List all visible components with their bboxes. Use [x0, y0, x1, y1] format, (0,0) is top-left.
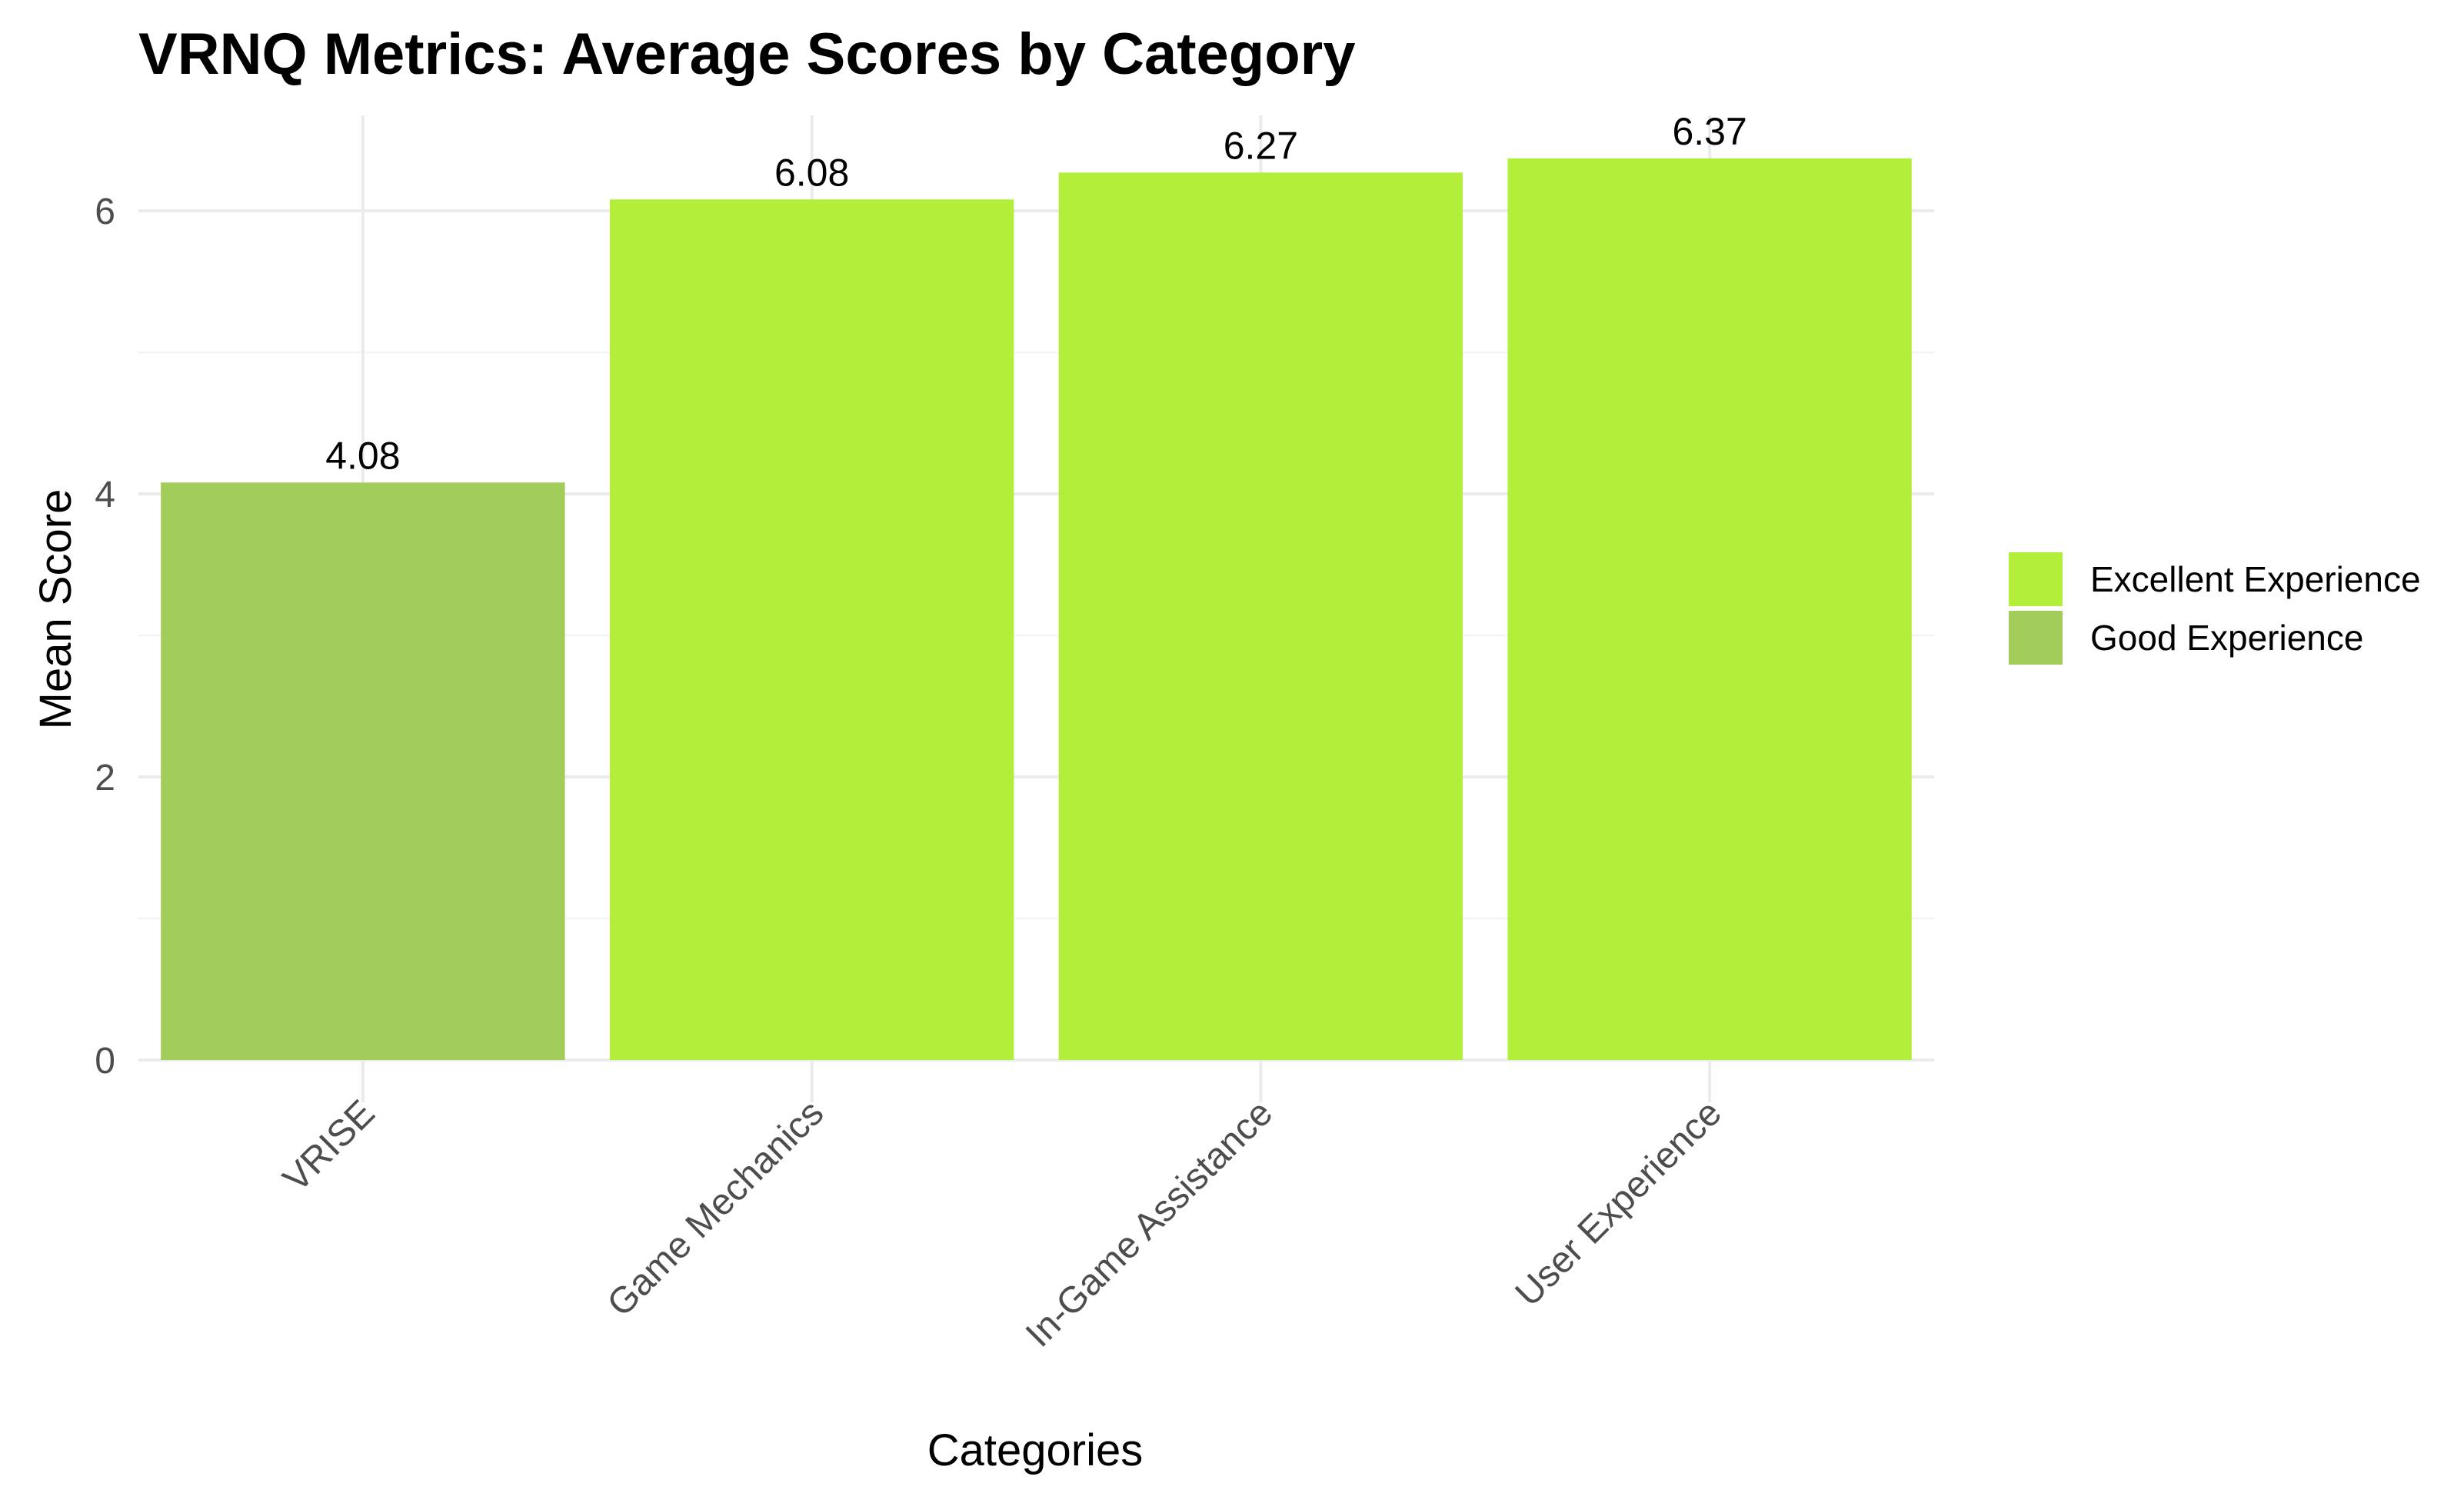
x-tick-label: User Experience: [1508, 1092, 1730, 1314]
bar: [1058, 172, 1463, 1060]
data-label: 4.08: [325, 434, 400, 477]
y-tick-label: 0: [95, 1041, 115, 1082]
y-axis-ticks: 0 2 4 6: [95, 192, 115, 1082]
y-tick-label: 4: [95, 475, 115, 515]
x-tick-label: Game Mechanics: [600, 1092, 832, 1325]
x-tick-label: VRISE: [275, 1092, 382, 1199]
x-axis-ticks: VRISE Game Mechanics In-Game Assistance Use…: [275, 1092, 1730, 1355]
data-labels: 4.08 6.08 6.27 6.37: [325, 110, 1747, 477]
bar: [1507, 158, 1912, 1060]
bars: [161, 158, 1912, 1060]
bar: [161, 482, 565, 1060]
legend-label: Good Experience: [2090, 618, 2363, 658]
legend-key: [2009, 611, 2063, 665]
bar: [609, 199, 1014, 1060]
data-label: 6.08: [774, 151, 849, 194]
legend: Excellent Experience Good Experience: [2009, 552, 2421, 665]
legend-label: Excellent Experience: [2090, 559, 2421, 599]
y-tick-label: 2: [95, 758, 115, 798]
data-label: 6.37: [1672, 110, 1746, 153]
y-tick-label: 6: [95, 192, 115, 232]
x-axis-title: Categories: [927, 1425, 1143, 1475]
legend-key: [2009, 552, 2063, 606]
chart-title: VRNQ Metrics: Average Scores by Category: [138, 22, 1356, 87]
x-tick-label: In-Game Assistance: [1018, 1092, 1280, 1355]
data-label: 6.27: [1224, 124, 1298, 167]
y-axis-title: Mean Score: [31, 489, 81, 730]
